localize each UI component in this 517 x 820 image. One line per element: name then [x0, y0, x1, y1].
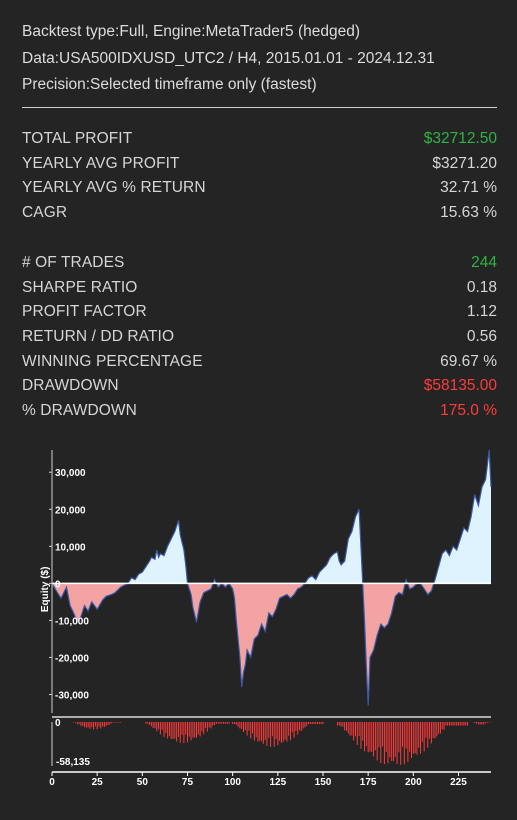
stat-value: 69.67 % [440, 352, 497, 370]
stat-value: 244 [471, 254, 497, 271]
stat-value: 0.18 [466, 278, 497, 296]
y-tick-label: -10,000 [55, 616, 89, 627]
x-tick-label: 225 [450, 777, 467, 788]
stat-label: WINNING PERCENTAGE [22, 352, 203, 370]
stat-row-cagr: CAGR 15.63 % [22, 201, 497, 226]
stats-group-profit: TOTAL PROFIT $32712.50 YEARLY AVG PROFIT… [22, 127, 497, 226]
stat-row-yearly-avg-return: YEARLY AVG % RETURN 32.71 % [22, 176, 497, 201]
y-tick-label: 0 [55, 579, 61, 590]
stat-value: 1.12 [466, 303, 497, 321]
drawdown-bars [73, 722, 492, 765]
stat-label: YEARLY AVG PROFIT [22, 154, 180, 172]
x-tick-label: 25 [92, 777, 104, 788]
stat-row-return-dd-ratio: RETURN / DD RATIO 0.56 [22, 325, 497, 350]
x-tick-label: 100 [224, 777, 241, 788]
divider [22, 107, 497, 108]
backtest-type-line: Backtest type:Full, Engine:MetaTrader5 (… [22, 23, 361, 40]
stat-row-yearly-avg-profit: YEARLY AVG PROFIT $3271.20 [22, 152, 497, 177]
y-tick-label: -30,000 [55, 690, 89, 701]
y-tick-label: 30,000 [55, 468, 86, 479]
stat-value: 32.71 % [440, 179, 497, 197]
stat-row-percent-drawdown: % DRAWDOWN 175.0 % [22, 399, 497, 424]
y-tick-label: 10,000 [55, 542, 86, 553]
equity-area-positive [127, 450, 491, 584]
equity-area-negative [52, 583, 491, 706]
stat-label: SHARPE RATIO [22, 278, 138, 296]
precision-line: Precision:Selected timeframe only (faste… [22, 76, 317, 93]
x-tick-label: 50 [137, 777, 149, 788]
stat-row-sharpe-ratio: SHARPE RATIO 0.18 [22, 276, 497, 301]
y-axis-title: Equity ($) [40, 567, 51, 613]
x-tick-label: 200 [405, 777, 422, 788]
stat-label: # OF TRADES [22, 254, 125, 271]
y-tick-label: -20,000 [55, 653, 89, 664]
stat-row-winning-percentage: WINNING PERCENTAGE 69.67 % [22, 350, 497, 375]
stat-row-profit-factor: PROFIT FACTOR 1.12 [22, 300, 497, 325]
stats-group-trades: # OF TRADES 244 SHARPE RATIO 0.18 PROFIT… [22, 251, 497, 424]
stat-row-total-profit: TOTAL PROFIT $32712.50 [22, 127, 497, 152]
stat-row-num-trades: # OF TRADES 244 [22, 251, 497, 276]
backtest-info: Backtest type:Full, Engine:MetaTrader5 (… [22, 19, 497, 99]
equity-chart: 30,000 20,000 10,000 0 -10,000 -20,000 -30,000… [40, 449, 492, 788]
y-tick-label: 20,000 [55, 505, 86, 516]
x-tick-label: 175 [360, 777, 377, 788]
stat-label: % DRAWDOWN [22, 402, 137, 420]
dd-tick-label: 0 [55, 718, 61, 729]
x-tick-label: 0 [49, 777, 55, 788]
stat-label: RETURN / DD RATIO [22, 328, 175, 346]
stat-value: $58135.00 [423, 377, 497, 395]
stat-value: $32712.50 [423, 130, 497, 147]
equity-line [51, 449, 492, 706]
stat-value: 15.63 % [440, 204, 497, 222]
dd-tick-label: -58,135 [56, 757, 90, 768]
stat-label: TOTAL PROFIT [22, 130, 133, 147]
stat-row-drawdown: DRAWDOWN $58135.00 [22, 374, 497, 399]
stat-label: PROFIT FACTOR [22, 303, 147, 321]
stat-value: $3271.20 [432, 154, 497, 172]
stat-label: YEARLY AVG % RETURN [22, 179, 206, 197]
x-tick-label: 150 [315, 777, 332, 788]
x-tick-label: 75 [182, 777, 194, 788]
stat-label: CAGR [22, 204, 68, 222]
data-line: Data:USA500IDXUSD_UTC2 / H4, 2015.01.01 … [22, 49, 435, 67]
stat-label: DRAWDOWN [22, 377, 119, 395]
stat-value: 0.56 [466, 328, 497, 346]
x-tick-label: 125 [269, 777, 286, 788]
stat-value: 175.0 % [440, 402, 497, 420]
